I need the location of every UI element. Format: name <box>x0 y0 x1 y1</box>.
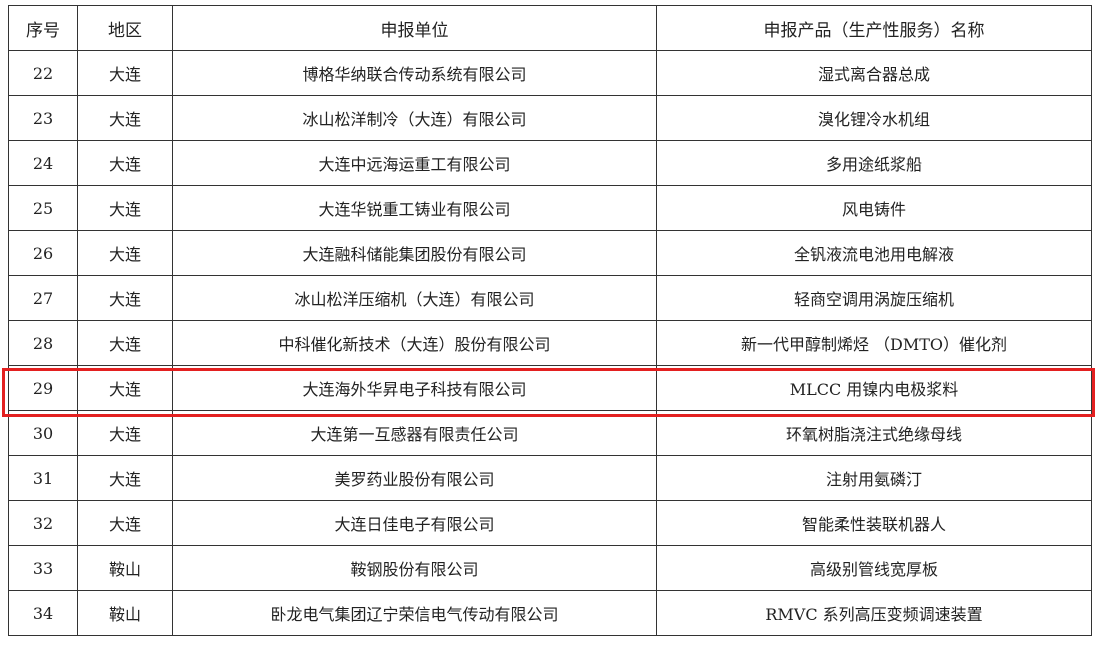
cell-region: 大连 <box>77 455 173 501</box>
table-row: 28 大连 中科催化新技术（大连）股份有限公司 新一代甲醇制烯烃 （DMTO）催化剂 <box>8 320 1092 366</box>
table-row: 23 大连 冰山松洋制冷（大连）有限公司 溴化锂冷水机组 <box>8 95 1092 141</box>
table-row: 24 大连 大连中远海运重工有限公司 多用途纸浆船 <box>8 140 1092 186</box>
cell-applicant: 大连华锐重工铸业有限公司 <box>172 185 657 231</box>
cell-applicant: 冰山松洋制冷（大连）有限公司 <box>172 95 657 141</box>
table-row: 26 大连 大连融科储能集团股份有限公司 全钒液流电池用电解液 <box>8 230 1092 276</box>
cell-product: 全钒液流电池用电解液 <box>656 230 1092 276</box>
cell-applicant: 博格华纳联合传动系统有限公司 <box>172 50 657 96</box>
table-row: 34 鞍山 卧龙电气集团辽宁荣信电气传动有限公司 RMVC 系列高压变频调速装置 <box>8 590 1092 636</box>
header-product: 申报产品（生产性服务）名称 <box>656 5 1092 51</box>
cell-index: 30 <box>8 410 78 456</box>
cell-product: 智能柔性装联机器人 <box>656 500 1092 546</box>
cell-applicant: 大连日佳电子有限公司 <box>172 500 657 546</box>
cell-index: 33 <box>8 545 78 591</box>
cell-region: 大连 <box>77 95 173 141</box>
products-table: 序号 地区 申报单位 申报产品（生产性服务）名称 22 大连 博格华纳联合传动系统有… <box>8 5 1092 636</box>
cell-index: 29 <box>8 365 78 411</box>
table-row: 31 大连 美罗药业股份有限公司 注射用氨磷汀 <box>8 455 1092 501</box>
cell-product: RMVC 系列高压变频调速装置 <box>656 590 1092 636</box>
table-row: 29 大连 大连海外华昇电子科技有限公司 MLCC 用镍内电极浆料 <box>8 365 1092 411</box>
header-index: 序号 <box>8 5 78 51</box>
table-row: 32 大连 大连日佳电子有限公司 智能柔性装联机器人 <box>8 500 1092 546</box>
cell-index: 27 <box>8 275 78 321</box>
cell-index: 23 <box>8 95 78 141</box>
cell-index: 32 <box>8 500 78 546</box>
cell-region: 大连 <box>77 410 173 456</box>
cell-applicant: 中科催化新技术（大连）股份有限公司 <box>172 320 657 366</box>
cell-region: 大连 <box>77 275 173 321</box>
header-region: 地区 <box>77 5 173 51</box>
cell-index: 31 <box>8 455 78 501</box>
cell-applicant: 大连中远海运重工有限公司 <box>172 140 657 186</box>
header-applicant: 申报单位 <box>172 5 657 51</box>
cell-applicant: 美罗药业股份有限公司 <box>172 455 657 501</box>
cell-product: 环氧树脂浇注式绝缘母线 <box>656 410 1092 456</box>
cell-product: 湿式离合器总成 <box>656 50 1092 96</box>
cell-applicant: 鞍钢股份有限公司 <box>172 545 657 591</box>
cell-product: 轻商空调用涡旋压缩机 <box>656 275 1092 321</box>
cell-applicant: 大连海外华昇电子科技有限公司 <box>172 365 657 411</box>
cell-region: 大连 <box>77 185 173 231</box>
table-row: 25 大连 大连华锐重工铸业有限公司 风电铸件 <box>8 185 1092 231</box>
cell-applicant: 大连融科储能集团股份有限公司 <box>172 230 657 276</box>
cell-region: 大连 <box>77 230 173 276</box>
header-row: 序号 地区 申报单位 申报产品（生产性服务）名称 <box>8 5 1092 51</box>
cell-region: 大连 <box>77 365 173 411</box>
cell-index: 25 <box>8 185 78 231</box>
cell-applicant: 大连第一互感器有限责任公司 <box>172 410 657 456</box>
table-row: 33 鞍山 鞍钢股份有限公司 高级别管线宽厚板 <box>8 545 1092 591</box>
table-row: 27 大连 冰山松洋压缩机（大连）有限公司 轻商空调用涡旋压缩机 <box>8 275 1092 321</box>
cell-product: 新一代甲醇制烯烃 （DMTO）催化剂 <box>656 320 1092 366</box>
cell-product: MLCC 用镍内电极浆料 <box>656 365 1092 411</box>
cell-index: 24 <box>8 140 78 186</box>
cell-product: 溴化锂冷水机组 <box>656 95 1092 141</box>
cell-region: 鞍山 <box>77 545 173 591</box>
cell-region: 大连 <box>77 140 173 186</box>
cell-index: 22 <box>8 50 78 96</box>
cell-index: 26 <box>8 230 78 276</box>
cell-product: 多用途纸浆船 <box>656 140 1092 186</box>
cell-region: 大连 <box>77 50 173 96</box>
cell-product: 风电铸件 <box>656 185 1092 231</box>
cell-region: 鞍山 <box>77 590 173 636</box>
cell-applicant: 卧龙电气集团辽宁荣信电气传动有限公司 <box>172 590 657 636</box>
cell-product: 高级别管线宽厚板 <box>656 545 1092 591</box>
cell-applicant: 冰山松洋压缩机（大连）有限公司 <box>172 275 657 321</box>
cell-product: 注射用氨磷汀 <box>656 455 1092 501</box>
cell-index: 34 <box>8 590 78 636</box>
cell-region: 大连 <box>77 320 173 366</box>
cell-index: 28 <box>8 320 78 366</box>
table-row: 22 大连 博格华纳联合传动系统有限公司 湿式离合器总成 <box>8 50 1092 96</box>
table-row: 30 大连 大连第一互感器有限责任公司 环氧树脂浇注式绝缘母线 <box>8 410 1092 456</box>
cell-region: 大连 <box>77 500 173 546</box>
